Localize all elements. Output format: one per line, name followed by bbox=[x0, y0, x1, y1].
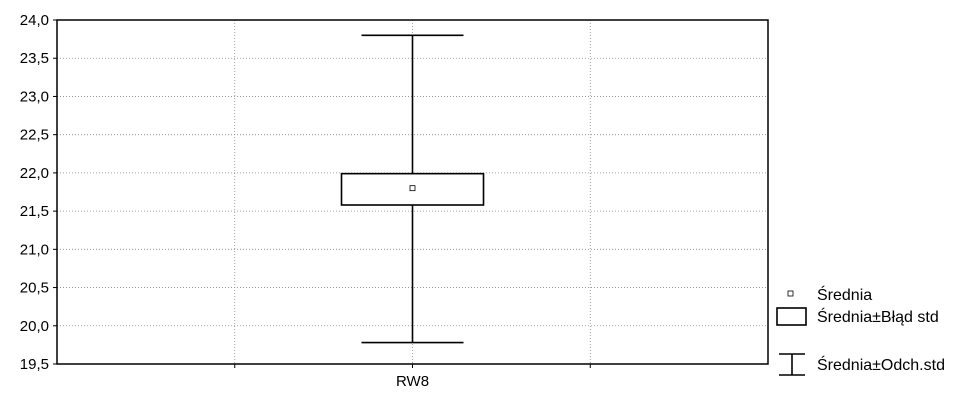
small-square-icon bbox=[787, 290, 794, 297]
y-tick-label: 22,5 bbox=[20, 127, 49, 144]
x-tick-label: RW8 bbox=[396, 373, 429, 390]
y-tick-label: 21,0 bbox=[20, 241, 49, 258]
y-tick-label: 21,5 bbox=[20, 203, 49, 220]
y-tick-label: 23,0 bbox=[20, 88, 49, 105]
y-tick-label: 23,5 bbox=[20, 50, 49, 67]
x-axis: RW8 bbox=[234, 364, 591, 390]
y-tick-label: 22,0 bbox=[20, 165, 49, 182]
whisker-icon bbox=[779, 353, 805, 376]
y-axis: 19,5 20,0 20,5 21,0 21,5 22,0 22,5 23,0 23,5 24,0 bbox=[20, 12, 57, 373]
y-tick-label: 20,0 bbox=[20, 318, 49, 335]
y-tick-label: 24,0 bbox=[20, 12, 49, 29]
box-plot-marks bbox=[340, 34, 485, 344]
legend-label-box: Średnia±Błąd std bbox=[817, 307, 939, 326]
y-tick-label: 20,5 bbox=[20, 280, 49, 297]
legend: Średnia Średnia±Błąd std Średnia±Odch.std bbox=[776, 285, 945, 376]
y-tick-label: 19,5 bbox=[20, 356, 49, 373]
mean-marker bbox=[409, 185, 416, 192]
legend-label-mean: Średnia bbox=[817, 285, 872, 304]
legend-label-whisker: Średnia±Odch.std bbox=[817, 355, 945, 374]
box-icon bbox=[776, 307, 807, 326]
